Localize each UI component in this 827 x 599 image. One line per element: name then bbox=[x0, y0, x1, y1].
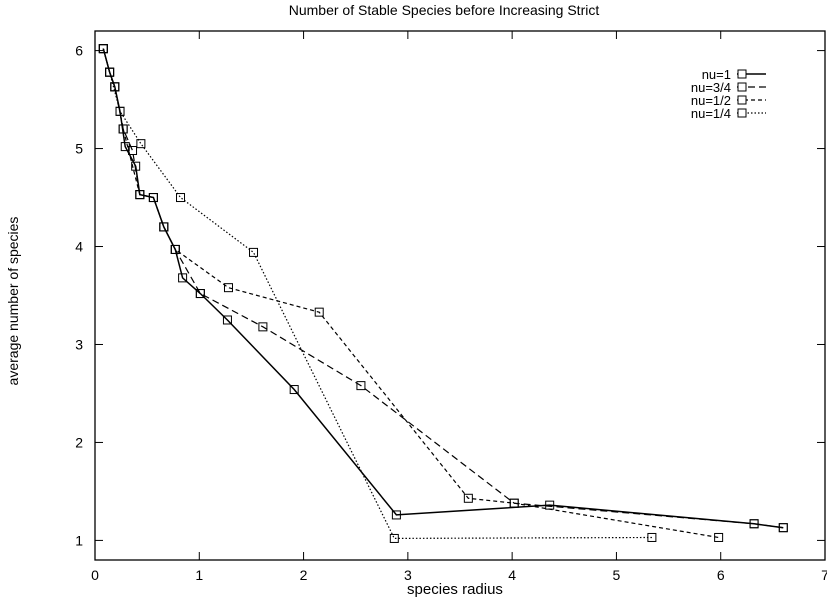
data-point bbox=[356, 381, 366, 391]
series-layer bbox=[98, 44, 788, 543]
series-line bbox=[102, 48, 719, 539]
axis-ticks: 0 1 2 3 4 5 6 7 1 2 3 4 5 6 bbox=[75, 31, 827, 583]
x-tick-label: 3 bbox=[404, 567, 412, 583]
data-point bbox=[258, 322, 268, 332]
data-point bbox=[136, 139, 146, 149]
legend: nu=1nu=3/4nu=1/2nu=1/4 bbox=[691, 67, 766, 121]
plot-frame bbox=[94, 30, 826, 561]
x-tick-label: 4 bbox=[508, 567, 516, 583]
data-point bbox=[159, 222, 169, 232]
data-point bbox=[223, 283, 233, 293]
y-tick-label: 1 bbox=[75, 532, 83, 548]
x-tick-label: 2 bbox=[300, 567, 308, 583]
data-point bbox=[110, 82, 120, 92]
data-point bbox=[118, 124, 128, 134]
y-tick-label: 3 bbox=[75, 336, 83, 352]
legend-marker bbox=[737, 95, 747, 105]
x-tick-label: 7 bbox=[821, 567, 827, 583]
data-point bbox=[115, 106, 125, 116]
data-point bbox=[222, 315, 232, 325]
data-point bbox=[148, 193, 158, 203]
data-point bbox=[509, 498, 519, 508]
legend-label: nu=1 bbox=[702, 67, 731, 82]
y-tick-label: 4 bbox=[75, 239, 83, 255]
legend-label: nu=1/4 bbox=[691, 106, 731, 121]
data-point bbox=[391, 510, 401, 520]
data-point bbox=[98, 44, 108, 54]
x-tick-label: 5 bbox=[613, 567, 621, 583]
data-point bbox=[714, 532, 724, 542]
x-tick-label: 6 bbox=[717, 567, 725, 583]
data-point bbox=[176, 193, 186, 203]
x-tick-label: 1 bbox=[195, 567, 203, 583]
x-tick-label: 0 bbox=[91, 567, 99, 583]
series-line bbox=[102, 48, 784, 529]
data-point bbox=[105, 67, 115, 77]
series-line bbox=[102, 48, 652, 540]
data-point bbox=[249, 247, 259, 257]
data-point bbox=[389, 533, 399, 543]
x-axis-label: species radius bbox=[407, 581, 503, 598]
data-point bbox=[195, 289, 205, 299]
legend-label: nu=1/2 bbox=[691, 93, 731, 108]
legend-marker bbox=[737, 82, 747, 92]
legend-marker bbox=[737, 69, 747, 79]
y-tick-label: 2 bbox=[75, 434, 83, 450]
chart-title: Number of Stable Species before Increasi… bbox=[289, 2, 600, 18]
data-point bbox=[778, 523, 788, 533]
data-point bbox=[314, 307, 324, 317]
data-point bbox=[289, 385, 299, 395]
data-point bbox=[647, 532, 657, 542]
y-tick-label: 5 bbox=[75, 141, 83, 157]
series-line bbox=[102, 48, 784, 529]
data-point bbox=[135, 190, 145, 200]
legend-label: nu=3/4 bbox=[691, 80, 731, 95]
y-axis-label: average number of species bbox=[5, 217, 21, 386]
series-4 bbox=[98, 44, 657, 543]
data-point bbox=[749, 519, 759, 529]
data-point bbox=[178, 273, 188, 283]
y-tick-label: 6 bbox=[75, 43, 83, 59]
legend-marker bbox=[737, 108, 747, 118]
data-point bbox=[170, 244, 180, 254]
series-3 bbox=[98, 44, 724, 542]
series-1 bbox=[98, 44, 788, 533]
series-2 bbox=[98, 44, 788, 533]
data-point bbox=[463, 493, 473, 503]
